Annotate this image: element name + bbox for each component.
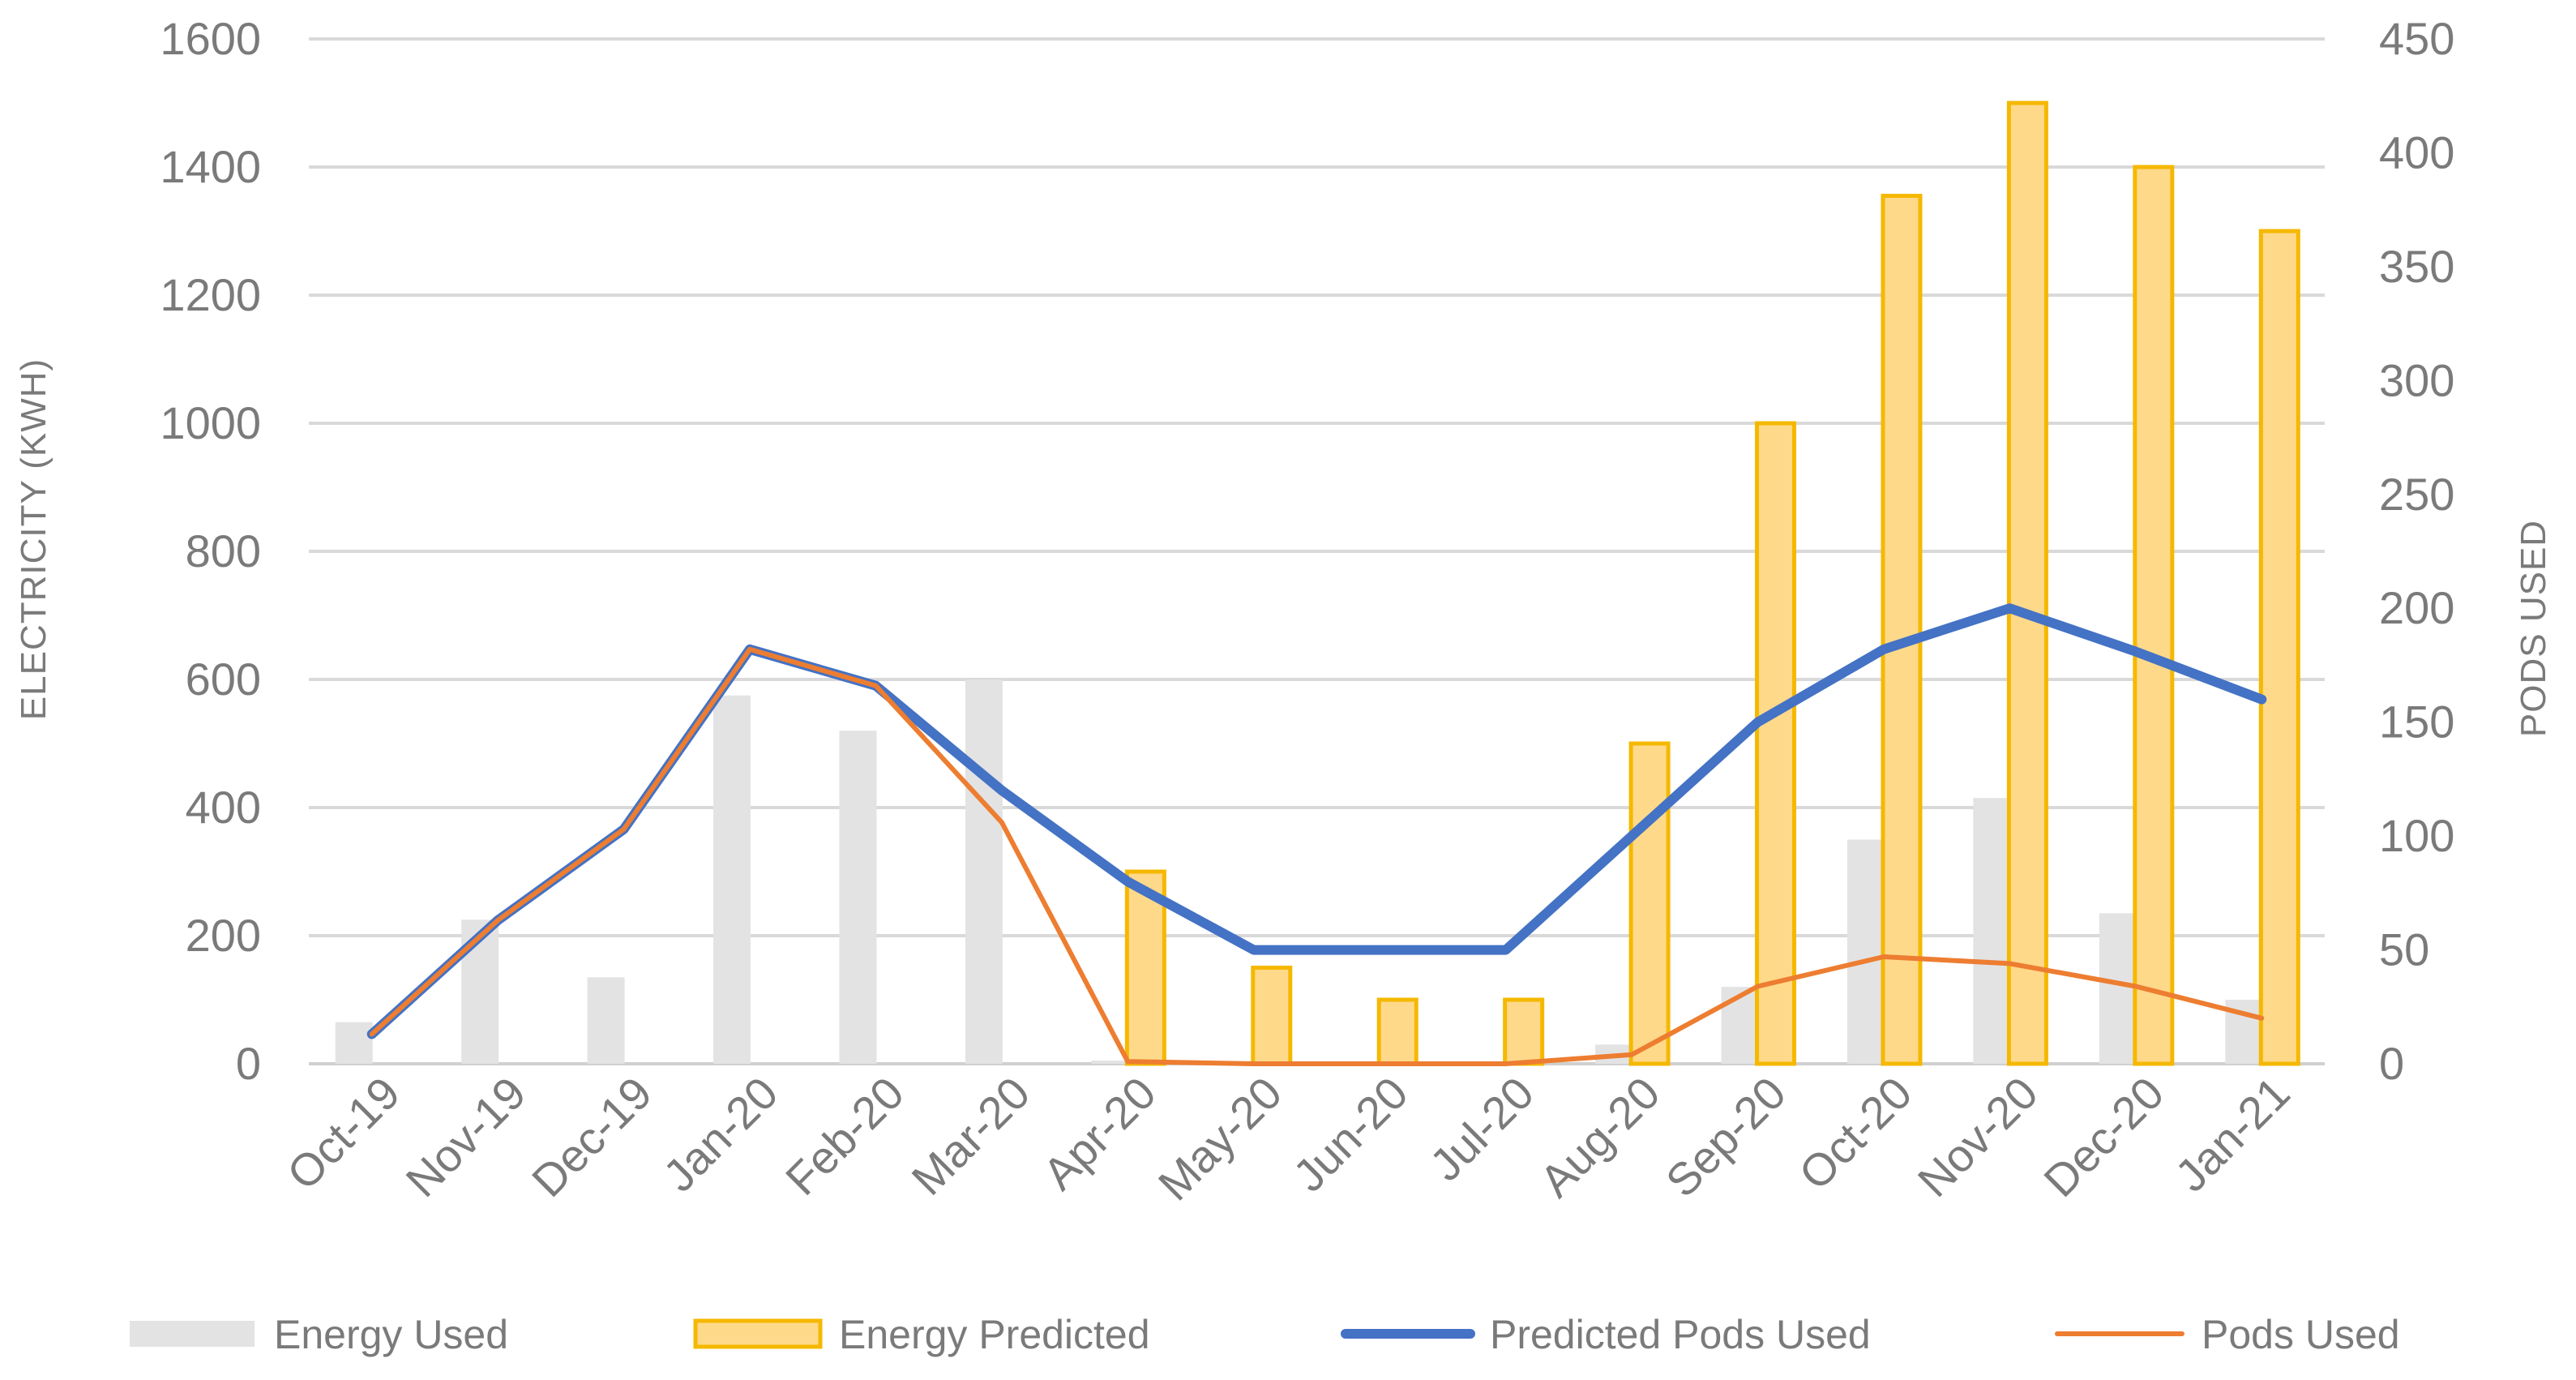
x-axis-ticks: Oct-19Nov-19Dec-19Jan-20Feb-20Mar-20Apr-… <box>277 1067 2300 1211</box>
energy-used-bar <box>587 977 625 1064</box>
legend-swatch <box>130 1321 255 1347</box>
left-tick-label: 1200 <box>160 269 261 320</box>
x-tick-label: Jan-20 <box>653 1067 788 1202</box>
left-tick-label: 1000 <box>160 397 261 448</box>
right-tick-label: 50 <box>2379 924 2429 975</box>
left-tick-label: 800 <box>186 525 261 576</box>
x-tick-label: Dec-20 <box>2034 1067 2173 1206</box>
energy-used-bar <box>1721 987 1759 1064</box>
left-tick-label: 200 <box>186 910 261 961</box>
line-series <box>366 603 2267 1066</box>
legend-label: Pods Used <box>2202 1312 2400 1357</box>
energy-used-bars <box>335 679 2263 1064</box>
legend-label: Energy Predicted <box>839 1312 1150 1357</box>
right-tick-label: 400 <box>2379 126 2454 178</box>
energy-predicted-bar <box>1124 869 1166 1066</box>
energy-predicted-bar <box>1628 741 1671 1066</box>
pods-used-line <box>369 646 2265 1066</box>
energy-used-bar <box>839 731 877 1064</box>
right-tick-label: 250 <box>2379 469 2454 520</box>
energy-predicted-bar <box>1755 421 1797 1066</box>
x-tick-label: Aug-20 <box>1530 1067 1669 1206</box>
energy-predicted-bar <box>1376 997 1419 1066</box>
right-tick-label: 0 <box>2379 1038 2404 1089</box>
x-tick-label: Mar-20 <box>901 1067 1039 1205</box>
right-axis-title: PODS USED <box>2514 520 2553 737</box>
x-tick-label: Sep-20 <box>1656 1067 1795 1206</box>
right-axis-ticks: 0 50 100 150 200 250 300 350 400 450 <box>2379 13 2454 1089</box>
x-tick-label: Dec-19 <box>522 1067 661 1206</box>
energy-predicted-bar <box>1881 194 1923 1066</box>
left-axis-title: ELECTRICITY (KWH) <box>14 358 53 720</box>
energy-used-bar <box>335 1022 373 1064</box>
left-tick-label: 600 <box>186 654 261 705</box>
x-tick-label: Nov-20 <box>1908 1067 2048 1206</box>
legend-swatch <box>693 1318 823 1349</box>
legend-label: Predicted Pods Used <box>1490 1312 1871 1357</box>
energy-predicted-bar <box>2133 165 2175 1066</box>
right-tick-label: 100 <box>2379 810 2454 861</box>
left-tick-label: 400 <box>186 782 261 833</box>
x-tick-label: May-20 <box>1149 1067 1292 1211</box>
energy-predicted-bar <box>1503 997 1545 1066</box>
left-tick-label: 0 <box>236 1038 261 1089</box>
energy-used-bar <box>1091 1061 1129 1064</box>
energy-used-bar <box>2099 913 2137 1064</box>
left-axis-ticks: 0 200 400 600 800 1000 1200 1400 1600 <box>160 13 261 1089</box>
legend: Energy Used Energy Predicted Predicted Pod… <box>130 1312 2400 1357</box>
x-tick-label: Oct-19 <box>277 1067 409 1199</box>
energy-predicted-bar <box>2006 101 2048 1066</box>
x-tick-label: Feb-20 <box>776 1067 914 1205</box>
right-tick-label: 150 <box>2379 696 2454 748</box>
right-tick-label: 200 <box>2379 582 2454 633</box>
energy-predicted-bars <box>1124 101 2300 1066</box>
left-tick-label: 1600 <box>160 13 261 64</box>
energy-used-bar <box>713 695 751 1064</box>
energy-used-bar <box>1973 798 2011 1064</box>
left-tick-label: 1400 <box>160 141 261 192</box>
legend-label: Energy Used <box>274 1312 508 1357</box>
x-tick-label: Apr-20 <box>1033 1067 1165 1199</box>
x-tick-label: Nov-19 <box>396 1067 535 1206</box>
right-tick-label: 450 <box>2379 13 2454 64</box>
x-tick-label: Jan-21 <box>2165 1067 2300 1202</box>
energy-predicted-bar <box>1251 966 1293 1066</box>
x-tick-label: Jun-20 <box>1283 1067 1418 1202</box>
energy-used-bar <box>1846 839 1885 1064</box>
x-tick-label: Oct-20 <box>1789 1067 1921 1199</box>
x-tick-label: Jul-20 <box>1420 1067 1543 1190</box>
energy-used-bar <box>965 679 1003 1064</box>
right-tick-label: 300 <box>2379 354 2454 405</box>
right-tick-label: 350 <box>2379 241 2454 292</box>
energy-predicted-bar <box>2258 229 2300 1066</box>
